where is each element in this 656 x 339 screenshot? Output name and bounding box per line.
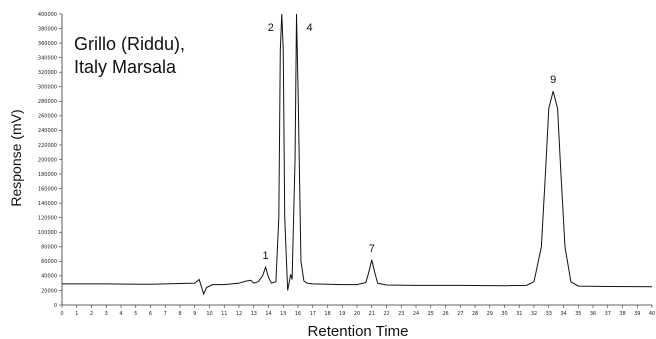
x-tick-label: 8: [178, 311, 181, 317]
x-tick-label: 1: [75, 311, 78, 317]
peak-labels: 1 2 4 7 9: [262, 22, 556, 262]
x-tick-label: 7: [164, 311, 167, 317]
x-tick-label: 20: [354, 311, 360, 317]
x-tick-label: 3: [105, 311, 108, 317]
x-tick-label: 5: [134, 311, 137, 317]
x-tick-label: 37: [605, 311, 611, 317]
x-tick-label: 24: [413, 311, 419, 317]
chromatogram-trace: [62, 13, 653, 296]
y-tick-label: 140000: [38, 201, 57, 207]
y-tick-label: 200000: [38, 157, 57, 163]
x-tick-label: 6: [149, 311, 152, 317]
peak-label: 2: [268, 22, 274, 34]
x-tick-label: 29: [487, 311, 493, 317]
y-axis-title: Response (mV): [8, 109, 24, 206]
y-tick-label: 260000: [38, 114, 57, 120]
y-tick-label: 300000: [38, 85, 57, 91]
x-tick-label: 2: [90, 311, 93, 317]
x-tick-label: 11: [221, 311, 227, 317]
x-tick-label: 36: [590, 311, 596, 317]
y-tick-label: 380000: [38, 26, 57, 32]
sample-label-line-1: Grillo (Riddu),: [74, 34, 185, 54]
y-tick-label: 160000: [38, 186, 57, 192]
x-tick-label: 26: [442, 311, 448, 317]
y-tick-label: 400000: [38, 12, 57, 18]
x-tick-label: 25: [428, 311, 434, 317]
x-tick-label: 35: [575, 311, 581, 317]
x-tick-label: 9: [193, 311, 196, 317]
x-tick-label: 27: [457, 311, 463, 317]
peak-label: 7: [369, 243, 375, 255]
x-tick-label: 34: [560, 311, 566, 317]
x-tick-label: 22: [383, 311, 389, 317]
x-tick-label: 10: [206, 311, 212, 317]
y-tick-label: 20000: [41, 288, 57, 294]
x-tick-label: 31: [516, 311, 522, 317]
x-tick-label: 13: [251, 311, 257, 317]
y-tick-label: 80000: [41, 245, 57, 251]
peak-label: 9: [550, 74, 556, 86]
x-tick-label: 38: [619, 311, 625, 317]
peak-label: 1: [262, 250, 268, 262]
x-tick-label: 40: [649, 311, 655, 317]
y-tick-label: 0: [54, 303, 57, 309]
y-tick-label: 120000: [38, 216, 57, 222]
x-tick-label: 28: [472, 311, 478, 317]
x-tick-label: 14: [265, 311, 271, 317]
x-tick-label: 32: [531, 311, 537, 317]
x-tick-label: 19: [339, 311, 345, 317]
x-tick-label: 30: [501, 311, 507, 317]
y-tick-label: 220000: [38, 143, 57, 149]
x-tick-label: 17: [310, 311, 316, 317]
x-tick-label: 33: [546, 311, 552, 317]
x-tick-label: 4: [119, 311, 122, 317]
sample-label-line-2: Italy Marsala: [74, 57, 177, 77]
x-axis-title: Retention Time: [308, 323, 409, 339]
x-tick-label: 23: [398, 311, 404, 317]
x-tick-label: 39: [634, 311, 640, 317]
x-tick-label: 0: [60, 311, 63, 317]
peak-label: 4: [306, 22, 312, 34]
y-tick-label: 60000: [41, 259, 57, 265]
y-axis-ticks: 0 20000 40000 60000 80000 100000 120000 140000 1…: [38, 12, 62, 309]
y-tick-label: 240000: [38, 128, 57, 134]
y-tick-label: 180000: [38, 172, 57, 178]
x-tick-label: 18: [324, 311, 330, 317]
y-tick-label: 360000: [38, 41, 57, 47]
y-tick-label: 100000: [38, 230, 57, 236]
x-tick-label: 16: [295, 311, 301, 317]
x-tick-label: 21: [369, 311, 375, 317]
y-tick-label: 40000: [41, 274, 57, 280]
y-tick-label: 340000: [38, 55, 57, 61]
x-tick-label: 15: [280, 311, 286, 317]
y-tick-label: 320000: [38, 70, 57, 76]
y-tick-label: 280000: [38, 99, 57, 105]
x-tick-label: 12: [236, 311, 242, 317]
x-axis-ticks: 0 1 2 3 4 5 6 7 8 9 10 11 12 13 14 15 16 17 18 19 20 21 22 23 24…: [60, 305, 655, 317]
